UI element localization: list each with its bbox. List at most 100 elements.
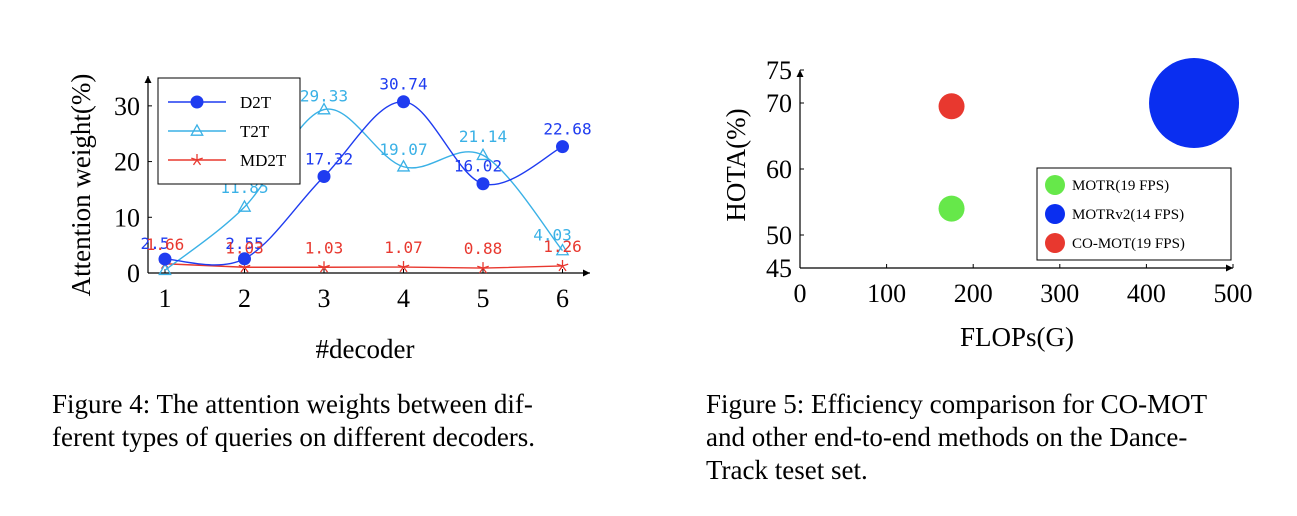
chart2-x-tick-label: 300 <box>1040 279 1079 308</box>
data-label-t2t: 29.33 <box>300 87 348 106</box>
chart2-legend-box <box>1036 167 1232 261</box>
series-line-md2t <box>164 263 563 269</box>
point-md2t-ray <box>558 265 564 272</box>
point-d2t <box>556 140 569 154</box>
point-md2t-ray <box>240 266 246 273</box>
figure5-caption: Figure 5: Efficiency comparison for CO-M… <box>706 388 1296 487</box>
point-t2t <box>237 199 252 212</box>
data-label-md2t: 1.66 <box>146 235 185 254</box>
legend-marker-md2t-ray <box>191 157 198 161</box>
point-md2t-ray <box>477 265 484 269</box>
data-label-d2t: 2.5 <box>141 234 170 253</box>
figure4-caption: Figure 4: The attention weights between … <box>52 388 652 454</box>
point-md2t-ray <box>244 264 251 268</box>
chart1-x-tick-label: 3 <box>318 284 331 313</box>
legend-marker-t2t <box>190 123 204 136</box>
figure4-caption-line: ferent types of queries on different dec… <box>52 422 536 452</box>
chart2-axes: 0 100 200 300 400 500 45 50 60 70 75 <box>766 56 1253 308</box>
chart2-y-tick-label: 45 <box>766 254 792 283</box>
data-label-d2t: 2.55 <box>225 234 264 253</box>
chart2-y-tick-label: 70 <box>766 89 792 118</box>
chart1-data-labels: 2.5 2.5517.3230.7416.0222.6811.8529.3319.… <box>141 75 592 258</box>
legend-label-t2t: T2T <box>240 122 270 141</box>
point-md2t <box>477 262 489 274</box>
point-md2t-ray <box>561 265 567 272</box>
chart2-x-tick-label: 0 <box>794 279 807 308</box>
point-md2t-ray <box>399 266 405 273</box>
chart1-x-tick-label: 6 <box>556 284 569 313</box>
point-md2t-ray <box>402 266 408 273</box>
figure5-caption-line: Figure 5: Efficiency comparison for CO-M… <box>706 389 1208 419</box>
figure5-caption-line: and other end-to-end methods on the Danc… <box>706 422 1188 452</box>
data-label-md2t: 0.88 <box>464 239 503 258</box>
chart1-axes: 1 2 3 4 5 6 0 10 20 30 <box>114 76 590 313</box>
chart1-x-tick-label: 5 <box>477 284 490 313</box>
chart1-series <box>158 95 570 276</box>
chart2-y-axis-label: HOTA(%) <box>721 108 751 221</box>
point-md2t-ray <box>323 266 329 273</box>
figure4-caption-line: Figure 4: The attention weights between … <box>52 389 533 419</box>
point-d2t <box>238 252 251 266</box>
legend-marker-md2t-ray <box>196 157 203 161</box>
legend-marker-md2t-ray <box>192 159 198 166</box>
point-motr <box>938 195 965 222</box>
point-md2t-ray <box>482 265 489 269</box>
chart2-points <box>938 58 1240 222</box>
legend-marker-md2t <box>191 154 203 166</box>
chart2-y-tick-label: 50 <box>766 221 792 250</box>
data-label-t2t: 21.14 <box>459 127 507 146</box>
point-md2t-ray <box>318 264 325 268</box>
legend-label-motrv2: MOTRv2(14 FPS) <box>1072 207 1184 223</box>
chart1-y-axis-arrow <box>144 76 152 83</box>
data-label-md2t: 1.03 <box>305 238 344 257</box>
legend-label-co-mot: CO-MOT(19 FPS) <box>1072 236 1185 252</box>
point-md2t-ray <box>397 264 404 268</box>
chart2-y-axis-arrow <box>796 70 804 77</box>
legend-label-motr: MOTR(19 FPS) <box>1072 178 1169 194</box>
chart2-y-tick-label: 60 <box>766 155 792 184</box>
legend-marker-md2t-ray <box>196 159 202 166</box>
chart1-x-axis-arrow <box>583 269 590 277</box>
point-t2t <box>396 159 411 172</box>
figure5-caption-line: Track teset set. <box>706 455 868 485</box>
legend-marker-d2t <box>190 95 204 109</box>
point-co-mot <box>938 93 965 120</box>
point-t2t <box>317 102 331 115</box>
legend-marker-co-mot <box>1045 233 1065 253</box>
chart1-y-tick-label: 0 <box>127 259 140 288</box>
data-label-md2t: 1.03 <box>225 238 264 257</box>
chart1-x-tick-label: 1 <box>159 284 172 313</box>
legend-label-d2t: D2T <box>240 93 272 112</box>
point-d2t <box>317 170 331 184</box>
chart2-x-tick-label: 500 <box>1214 279 1253 308</box>
legend-marker-motrv2 <box>1045 204 1065 224</box>
chart2-x-tick-label: 200 <box>954 279 993 308</box>
chart1-x-tick-label: 4 <box>397 284 410 313</box>
legend-marker-motr <box>1045 175 1065 195</box>
chart2-legend: MOTR(19 FPS) MOTRv2(14 FPS) CO-MOT(19 FPS) <box>1036 167 1232 261</box>
chart1-y-tick-label: 10 <box>114 203 140 232</box>
data-label-d2t: 22.68 <box>543 120 591 139</box>
data-label-md2t: 1.26 <box>543 237 582 256</box>
data-label-d2t: 30.74 <box>379 75 427 94</box>
chart1-x-axis-label: #decoder <box>316 334 415 364</box>
data-label-d2t: 17.32 <box>305 150 353 169</box>
point-d2t <box>158 252 172 266</box>
point-md2t-ray <box>482 267 488 274</box>
chart1-y-tick-label: 20 <box>114 148 140 177</box>
data-label-t2t: 19.07 <box>379 140 427 159</box>
point-t2t <box>158 262 172 276</box>
legend-label-md2t: MD2T <box>240 151 287 170</box>
data-label-t2t: 4.03 <box>533 226 572 245</box>
point-t2t <box>476 147 490 161</box>
point-d2t <box>397 95 410 109</box>
point-md2t-ray <box>478 267 484 274</box>
chart2-x-axis-label: FLOPs(G) <box>960 322 1074 352</box>
chart2-x-tick-label: 100 <box>867 279 906 308</box>
chart2-x-axis-arrow <box>1226 264 1233 272</box>
point-md2t <box>556 259 569 272</box>
point-md2t-ray <box>556 263 563 267</box>
chart1-y-axis-label: Attention weight(%) <box>66 74 96 297</box>
chart1-x-tick-label: 2 <box>238 284 251 313</box>
point-md2t-ray <box>319 266 325 273</box>
